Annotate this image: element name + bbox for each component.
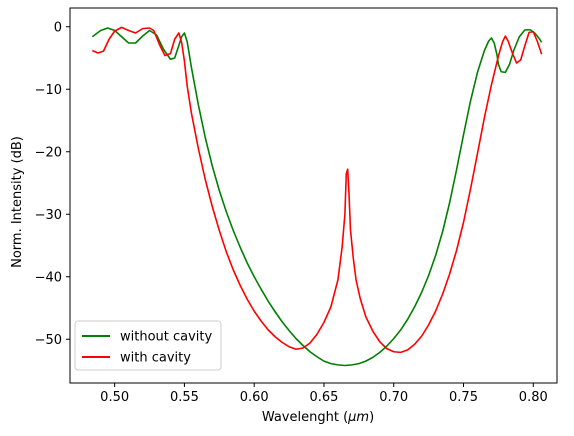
y-axis-label: Norm. Intensity (dB)	[10, 136, 25, 268]
y-tick-label: −50	[35, 333, 62, 348]
x-tick-label: 0.60	[240, 390, 269, 405]
x-axis-unit: μm	[347, 410, 369, 425]
y-tick-label: −40	[35, 270, 62, 285]
y-tick-label: −10	[35, 83, 62, 98]
legend-label-without-cavity: without cavity	[120, 330, 213, 345]
x-tick-label: 0.65	[309, 390, 338, 405]
x-tick-label: 0.80	[519, 390, 548, 405]
x-tick-label: 0.50	[100, 390, 129, 405]
y-axis: 0 −10 −20 −30 −40 −50	[35, 20, 70, 348]
x-axis: 0.50 0.55 0.60 0.65 0.70 0.75 0.80	[100, 383, 548, 405]
legend-box	[74, 320, 222, 371]
y-tick-label: −20	[35, 145, 62, 160]
series-line-with-cavity	[92, 26, 543, 354]
y-tick-label: 0	[54, 20, 62, 35]
plot-frame	[69, 7, 558, 384]
x-tick-label: 0.75	[449, 390, 478, 405]
x-tick-label: 0.55	[170, 390, 199, 405]
legend: without cavity with cavity	[74, 320, 222, 371]
legend-label-with-cavity: with cavity	[120, 351, 191, 366]
x-axis-label: Wavelenght (μm)	[262, 410, 374, 425]
plot-layer	[91, 26, 543, 367]
x-axis-label-text: Wavelenght	[262, 410, 339, 425]
x-tick-label: 0.70	[379, 390, 408, 405]
series-line-without-cavity	[91, 27, 543, 367]
y-tick-label: −30	[35, 208, 62, 223]
